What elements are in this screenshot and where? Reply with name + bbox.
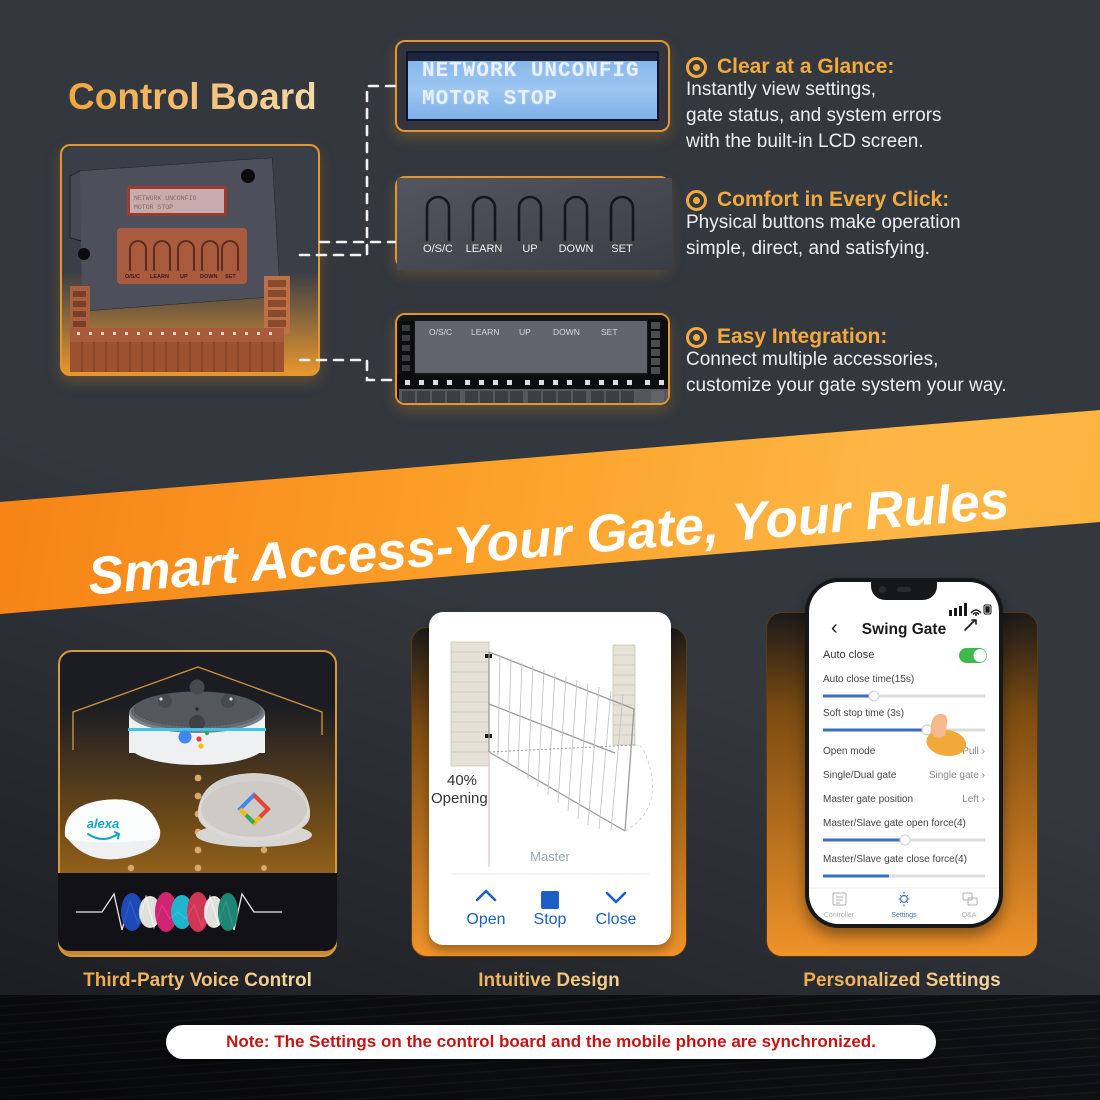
svg-text:Swing Gate: Swing Gate: [862, 621, 947, 638]
svg-text:Master/Slave gate close force(: Master/Slave gate close force(4): [823, 854, 967, 865]
svg-text:Auto close: Auto close: [823, 649, 874, 661]
svg-text:Settings: Settings: [891, 912, 917, 919]
svg-text:Single gate ›: Single gate ›: [929, 770, 985, 781]
svg-text:Stop: Stop: [534, 911, 567, 928]
svg-text:Open mode: Open mode: [823, 746, 876, 757]
svg-text:‹: ‹: [831, 617, 838, 639]
svg-text:alexa: alexa: [87, 816, 120, 831]
svg-text:40%: 40%: [447, 772, 477, 789]
svg-text:Master: Master: [530, 849, 570, 864]
svg-text:Q&A: Q&A: [962, 912, 977, 919]
svg-text:Controller: Controller: [824, 912, 855, 919]
svg-text:Soft stop time (3s): Soft stop time (3s): [823, 708, 904, 719]
svg-text:Pull ›: Pull ›: [962, 746, 985, 757]
svg-text:Left ›: Left ›: [962, 794, 985, 805]
svg-text:Master gate position: Master gate position: [823, 794, 913, 805]
svg-text:Single/Dual gate: Single/Dual gate: [823, 770, 897, 781]
svg-text:Close: Close: [596, 911, 637, 928]
svg-text:Master/Slave gate open force(4: Master/Slave gate open force(4): [823, 818, 966, 829]
svg-text:Auto close time(15s): Auto close time(15s): [823, 674, 914, 685]
svg-text:Open: Open: [466, 911, 505, 928]
svg-text:Opening: Opening: [431, 790, 488, 807]
